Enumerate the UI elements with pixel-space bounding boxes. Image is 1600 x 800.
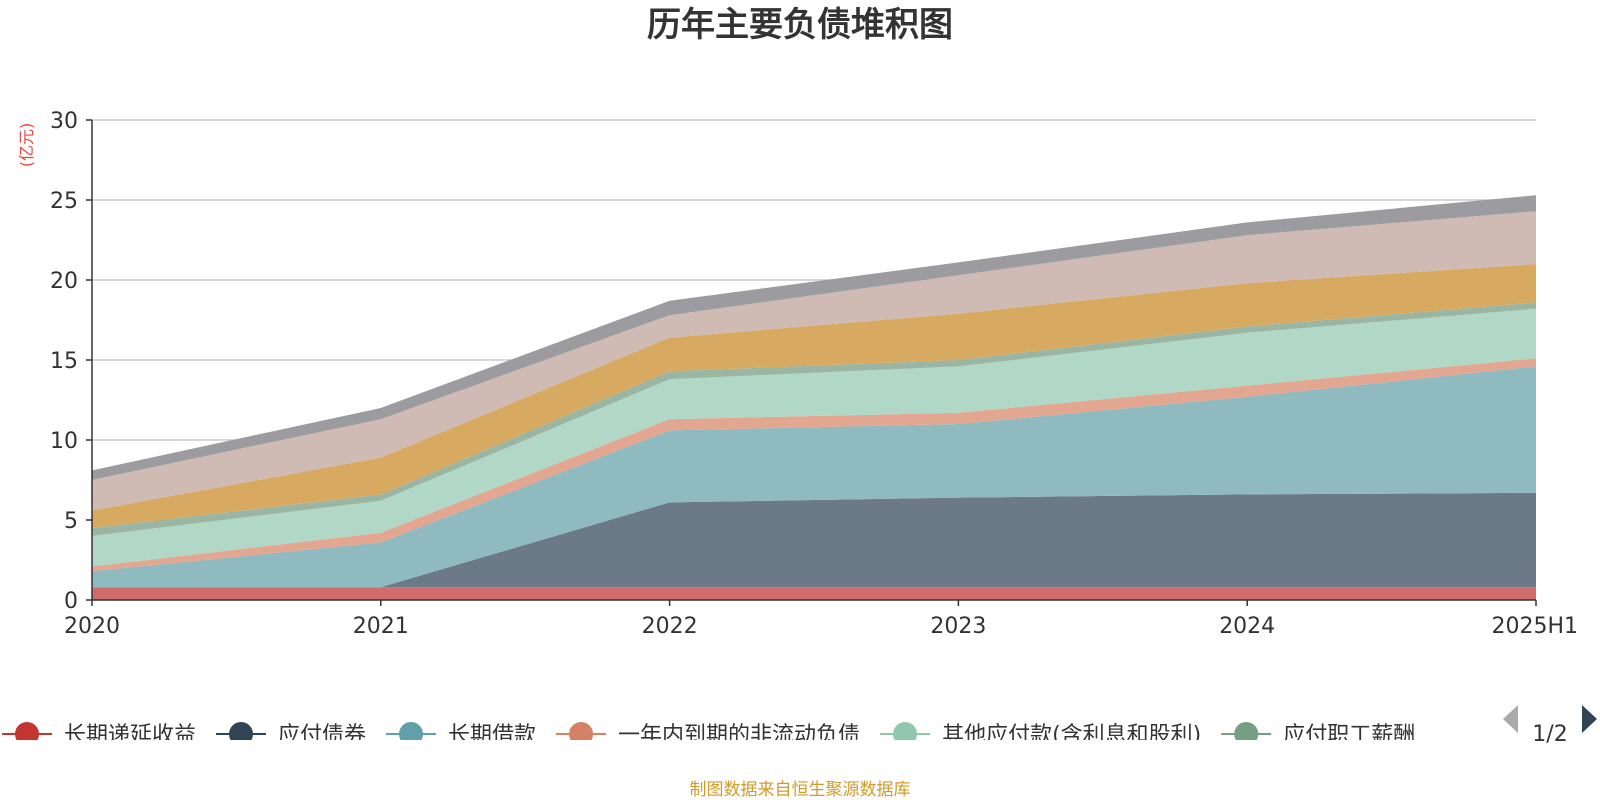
area-series-5 bbox=[92, 302, 1536, 536]
legend-items: 长期递延收益 应付债券 长期借款 一年内到期的非流动负债 其他应付款(含利息和股利) 应付… bbox=[2, 722, 1415, 748]
x-tick-label: 2020 bbox=[64, 614, 120, 639]
area-series-1 bbox=[92, 492, 1536, 588]
y-tick-label: 10 bbox=[50, 429, 78, 454]
x-tick-label: 2025H1 bbox=[1491, 614, 1578, 639]
y-tick-label: 20 bbox=[50, 269, 78, 294]
chart-title: 历年主要负债堆积图 bbox=[647, 5, 953, 45]
legend-label: 应付职工薪酬 bbox=[1283, 723, 1415, 748]
y-tick-label: 5 bbox=[64, 509, 78, 534]
y-tick-label: 15 bbox=[50, 349, 78, 374]
legend-marker bbox=[1234, 722, 1259, 740]
legend-item[interactable]: 一年内到期的非流动负债 bbox=[556, 722, 860, 748]
legend-item[interactable]: 其他应付款(含利息和股利) bbox=[880, 722, 1201, 748]
legend-marker bbox=[399, 722, 424, 740]
legend-pager: 1/2 bbox=[1503, 705, 1597, 747]
legend-marker bbox=[569, 722, 594, 740]
legend-label: 其他应付款(含利息和股利) bbox=[942, 723, 1201, 748]
legend-label: 长期借款 bbox=[448, 723, 536, 748]
x-tick-label: 2023 bbox=[930, 614, 986, 639]
area-series-3 bbox=[92, 358, 1536, 572]
axes: 0 5 10 15 20 25 30 2020 2021 2022 2023 2024 2025H1 bbox=[50, 109, 1578, 639]
legend-marker bbox=[893, 722, 918, 740]
area-series-0 bbox=[92, 587, 1536, 600]
x-tick-label: 2021 bbox=[353, 614, 409, 639]
legend-item[interactable]: 应付债券 bbox=[216, 722, 366, 748]
y-tick-label: 25 bbox=[50, 189, 78, 214]
y-axis-unit: (亿元) bbox=[17, 123, 36, 168]
x-tick-label: 2022 bbox=[642, 614, 698, 639]
legend-marker bbox=[15, 722, 39, 740]
legend-marker bbox=[229, 722, 254, 740]
data-source-note: 制图数据来自恒生聚源数据库 bbox=[690, 780, 911, 800]
area-series-4 bbox=[92, 308, 1536, 567]
legend-next-icon[interactable] bbox=[1582, 705, 1597, 733]
legend-item[interactable]: 应付职工薪酬 bbox=[1221, 722, 1415, 748]
legend-label: 长期递延收益 bbox=[64, 723, 196, 748]
legend-label: 一年内到期的非流动负债 bbox=[618, 723, 860, 748]
legend: 长期递延收益 应付债券 长期借款 一年内到期的非流动负债 其他应付款(含利息和股利) 应付… bbox=[2, 722, 1415, 748]
y-tick-label: 30 bbox=[50, 109, 78, 134]
legend-item[interactable]: 长期借款 bbox=[386, 722, 536, 748]
area-series-7 bbox=[92, 211, 1536, 511]
y-tick-label: 0 bbox=[64, 589, 78, 614]
area-series-6 bbox=[92, 264, 1536, 528]
area-series-2 bbox=[92, 366, 1536, 588]
legend-label: 应付债券 bbox=[278, 723, 366, 748]
legend-item[interactable]: 长期递延收益 bbox=[2, 722, 196, 748]
x-tick-label: 2024 bbox=[1219, 614, 1275, 639]
legend-prev-icon[interactable] bbox=[1503, 705, 1518, 733]
legend-page-indicator: 1/2 bbox=[1532, 722, 1567, 747]
area-series bbox=[92, 195, 1536, 600]
